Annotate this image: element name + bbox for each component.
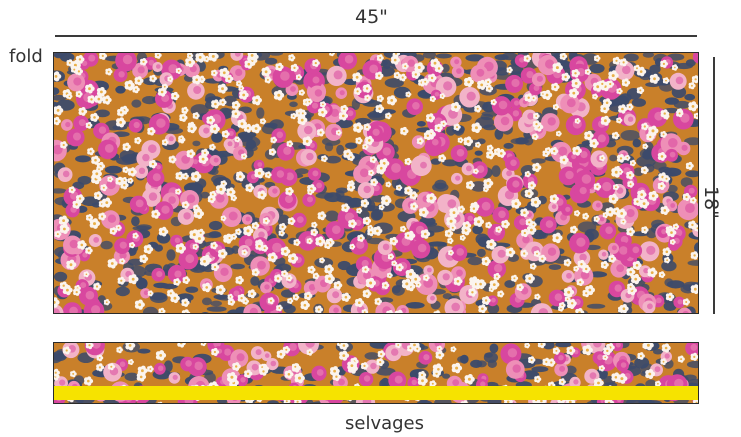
fold-label: fold [9,46,43,67]
selvages-label: selvages [345,413,425,434]
height-dimension-line [713,57,715,314]
fabric-selvage-strip [53,342,699,404]
fabric-main-panel [53,52,699,314]
floral-pattern-main [54,53,698,313]
selvage-band [54,386,698,400]
height-dimension-label: 18" [700,186,722,219]
width-dimension-line [55,35,697,37]
width-dimension-label: 45" [355,6,388,28]
